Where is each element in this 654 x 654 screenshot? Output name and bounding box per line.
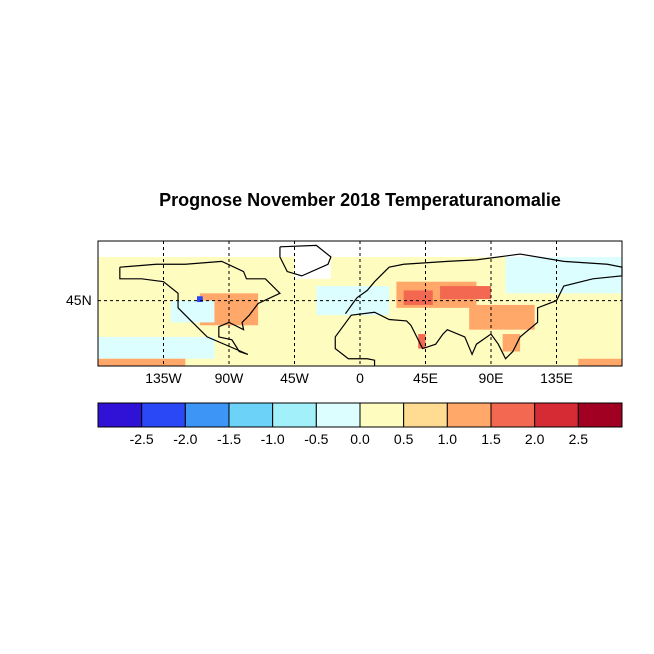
x-tick-label: 90E [478, 370, 504, 386]
colorbar-label: 0.5 [393, 431, 414, 447]
coastline [334, 253, 623, 366]
anomaly-cell [403, 290, 433, 305]
anomaly-cell [505, 256, 622, 294]
colorbar-label: -2.5 [129, 431, 154, 447]
colorbar-label: -1.0 [260, 431, 285, 447]
y-tick-label: 45N [66, 291, 92, 308]
coastline [279, 244, 332, 277]
anomaly-cell [196, 296, 203, 303]
anomaly-cell [170, 300, 215, 323]
colorbar-box [228, 402, 274, 428]
x-tick-label: 0 [356, 370, 364, 386]
colorbar-box [534, 402, 579, 428]
anomaly-cell [440, 286, 491, 300]
x-tick-label: 45W [280, 370, 309, 386]
colorbar-label: 2.5 [568, 431, 589, 447]
colorbar-box [359, 402, 405, 428]
colorbar-label: 0.0 [350, 431, 370, 447]
colorbar-label: -0.5 [304, 431, 329, 447]
anomaly-cell [98, 358, 186, 366]
x-tick-label: 90W [214, 370, 244, 386]
colorbar-box [490, 402, 536, 428]
colorbar-box [184, 402, 230, 428]
colorbar-label: -1.5 [216, 431, 242, 447]
colorbar-box [272, 402, 317, 428]
coastline [119, 260, 281, 355]
anomaly-cell [502, 334, 521, 352]
x-tick-label: 135E [540, 370, 573, 386]
x-tick-label: 45E [413, 370, 438, 386]
anomaly-cell [294, 243, 331, 279]
colorbar-box [403, 402, 448, 428]
colorbar-label: 2.0 [524, 431, 545, 447]
colorbar-label: -2.0 [173, 431, 198, 447]
map-frame [97, 240, 623, 367]
colorbar-box [141, 402, 186, 428]
colorbar-box [446, 402, 492, 428]
colorbar-box [315, 402, 361, 428]
anomaly-cell [418, 334, 426, 349]
colorbar-label: 1.5 [481, 431, 501, 447]
anomaly-cell [469, 304, 535, 330]
colorbar-box [97, 402, 143, 428]
anomaly-cell [578, 358, 622, 366]
x-tick-label: 135W [145, 370, 182, 386]
anomaly-cell [98, 336, 215, 359]
colorbar-box [577, 402, 623, 428]
chart-title: Prognose November 2018 Temperaturanomali… [159, 190, 561, 210]
colorbar-label: 1.0 [437, 431, 458, 447]
